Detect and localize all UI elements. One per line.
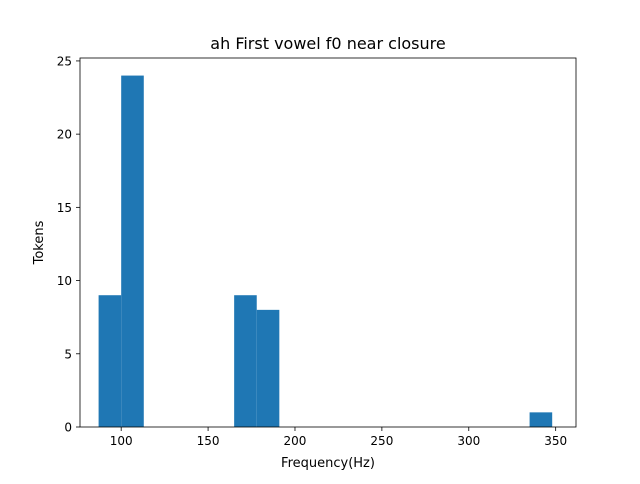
x-axis-label: Frequency(Hz) (281, 456, 375, 471)
x-tick-label: 350 (544, 434, 567, 448)
y-tick-label: 25 (57, 54, 72, 68)
histogram-bar (234, 295, 257, 427)
x-tick-label: 150 (197, 434, 220, 448)
x-tick-label: 250 (370, 434, 393, 448)
histogram-bar (529, 412, 553, 427)
histogram-bar (121, 75, 144, 428)
x-tick-label: 200 (284, 434, 307, 448)
histogram-bar (256, 309, 280, 427)
bars-layer (98, 75, 553, 428)
y-axis-label: Tokens (32, 220, 47, 265)
chart-title: ah First vowel f0 near closure (210, 34, 445, 53)
ticks-layer: 100 150 200 250 300 350 0 5 10 15 20 25 (57, 54, 567, 448)
x-tick-label: 300 (457, 434, 480, 448)
y-tick-label: 5 (64, 347, 72, 361)
y-tick-label: 20 (57, 128, 72, 142)
plot-frame (79, 57, 577, 428)
y-tick-label: 0 (64, 421, 72, 435)
y-tick-label: 15 (57, 201, 72, 215)
y-tick-label: 10 (57, 274, 72, 288)
x-tick-label: 100 (110, 434, 133, 448)
histogram-bar (98, 295, 122, 427)
